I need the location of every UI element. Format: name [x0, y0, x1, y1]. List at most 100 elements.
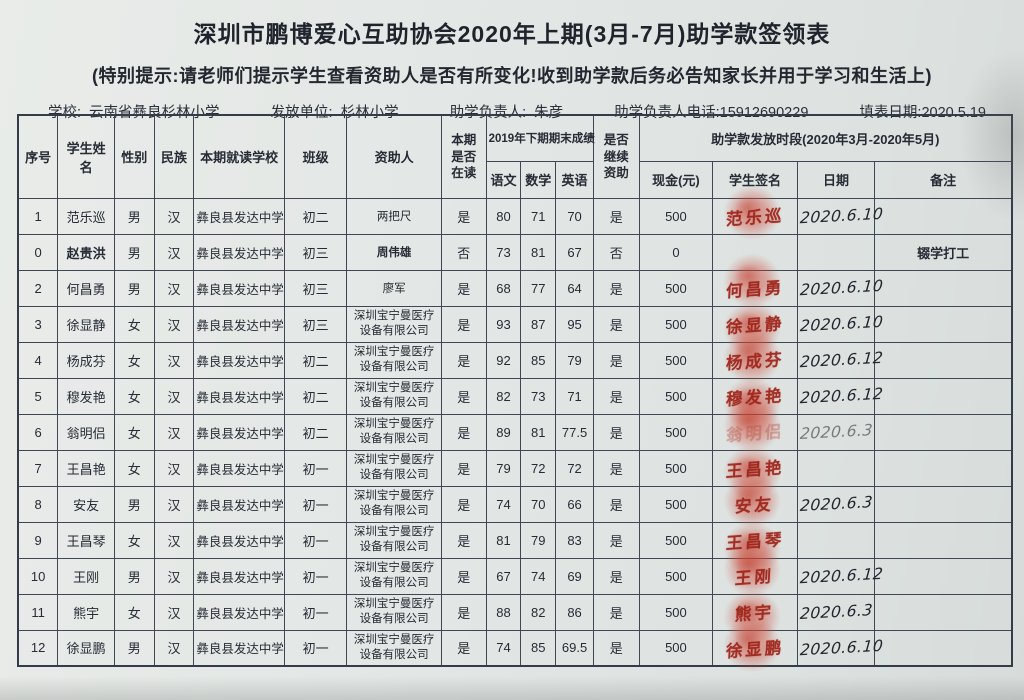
- table-row: 9 王昌琴 女 汉彝良县发达中学 初一 深圳宝宁曼医疗设备有限公司 是 81 79 83 是 500 王…: [17, 518, 1013, 581]
- cell-ethnicity: 汉: [153, 485, 195, 523]
- signature-date: 2020.6.12: [798, 564, 884, 588]
- cell-text: 穆发艳: [66, 389, 106, 405]
- cell-cash: 500: [638, 449, 714, 487]
- cell-chinese: 93: [485, 305, 522, 343]
- cell-english: 64: [555, 269, 594, 307]
- cell-name: 王昌艳: [57, 449, 115, 487]
- cell-text: 500: [665, 388, 687, 404]
- cell-ethnicity: 汉: [153, 449, 195, 487]
- col-header-ethnicity: 民族: [153, 114, 195, 199]
- cell-text: 汉: [167, 605, 181, 621]
- cell-text: 9: [34, 532, 42, 548]
- cell-no: 5: [17, 377, 59, 415]
- cell-math: 81: [520, 413, 557, 451]
- cell-text: 500: [665, 640, 687, 656]
- cell-sign-date: 2020.6.3: [796, 413, 876, 451]
- cell-math: 85: [520, 629, 557, 667]
- cell-signature: 徐显静: [712, 298, 798, 361]
- cell-text: 初三: [302, 245, 329, 261]
- cell-text: 彝良县发达中学: [196, 498, 284, 513]
- col-header-chinese: 语文: [485, 160, 522, 199]
- cell-remark: [874, 449, 1013, 487]
- cell-text: 周伟雄: [376, 246, 412, 259]
- cell-text: 熊宇: [73, 605, 100, 621]
- cell-text: 0: [672, 244, 680, 260]
- cell-gender: 女: [113, 449, 155, 487]
- cell-sign-date: 2020.6.10: [796, 305, 884, 343]
- cell-text: 72: [531, 460, 546, 476]
- cell-text: 汉: [167, 317, 181, 333]
- cell-name: 徐显鹏: [57, 629, 115, 667]
- cell-ethnicity: 汉: [153, 233, 195, 271]
- cell-chinese: 82: [485, 377, 522, 415]
- signature-date: 2020.6.3: [798, 493, 874, 515]
- cell-text: 11: [31, 604, 45, 620]
- cell-text: 92: [496, 352, 511, 368]
- cell-cash: 500: [638, 485, 714, 523]
- cell-remark: [874, 269, 1013, 307]
- cell-text: 彝良县发达中学: [196, 318, 284, 333]
- student-signature: 何昌勇: [725, 278, 785, 302]
- cell-text: 81: [496, 532, 511, 548]
- cell-sign-date: 2020.6.3: [796, 485, 876, 523]
- cell-text: 汉: [167, 245, 181, 261]
- cell-enrolled: 是: [440, 557, 487, 595]
- cell-signature: 何昌勇: [712, 250, 798, 313]
- cell-text: 是: [609, 461, 623, 477]
- cell-cash: 500: [638, 341, 714, 379]
- cell-sign-date: [796, 449, 876, 487]
- cell-continue: 是: [592, 449, 640, 487]
- cell-name: 赵贵洪: [57, 233, 115, 271]
- cell-ethnicity: 汉: [153, 557, 195, 595]
- cell-school: 彝良县发达中学: [193, 521, 285, 559]
- table-row: 6 翁明侣 女 汉彝良县发达中学 初二 深圳宝宁曼医疗设备有限公司 是 89 81 77.5 是 50…: [17, 394, 1013, 457]
- cell-continue: 是: [592, 341, 640, 379]
- cell-text: 两把尺: [376, 210, 412, 223]
- student-signature: 熊宇: [734, 603, 775, 625]
- cell-text: 500: [665, 460, 687, 476]
- cell-text: 彝良县发达中学: [196, 570, 284, 585]
- cell-school: 彝良县发达中学: [193, 413, 285, 451]
- cell-text: 女: [127, 461, 141, 477]
- cell-enrolled: 是: [440, 629, 487, 667]
- cell-text: 初一: [302, 533, 329, 549]
- cell-signature: 王刚: [712, 538, 798, 601]
- col-header-no: 序号: [17, 114, 59, 199]
- cell-signature: 安友: [712, 470, 798, 533]
- cell-no: 12: [17, 629, 59, 667]
- cell-gender: 男: [113, 629, 155, 667]
- cell-name: 熊宇: [57, 593, 115, 631]
- cell-enrolled: 否: [440, 233, 487, 271]
- signature-date: 2020.6.3: [798, 601, 874, 623]
- cell-chinese: 73: [485, 233, 522, 271]
- cell-text: 女: [127, 317, 141, 333]
- cell-sponsor: 深圳宝宁曼医疗设备有限公司: [346, 521, 442, 559]
- cell-english: 86: [555, 593, 594, 631]
- cell-english: 71: [555, 377, 594, 415]
- student-signature: 范乐巡: [725, 206, 785, 230]
- cell-ethnicity: 汉: [153, 629, 195, 667]
- cell-english: 67: [555, 233, 594, 271]
- cell-enrolled: 是: [440, 305, 487, 343]
- notice-line: (特别提示:请老师们提示学生查看资助人是否有所变化!收到助学款后务必告知家长并用…: [92, 66, 932, 86]
- cell-text: 彝良县发达中学: [196, 534, 284, 549]
- cell-text: 74: [496, 640, 511, 656]
- cell-text: 男: [127, 641, 141, 657]
- cell-sign-date: 2020.6.12: [796, 377, 884, 415]
- cell-chinese: 68: [485, 269, 522, 307]
- cell-no: 11: [17, 593, 59, 631]
- cell-text: 是: [609, 389, 623, 405]
- cell-sponsor: 深圳宝宁曼医疗设备有限公司: [346, 305, 442, 343]
- cell-signature: 穆发艳: [712, 374, 798, 437]
- col-header-cash: 现金(元): [638, 160, 714, 199]
- cell-text: 翁明侣: [66, 425, 106, 441]
- signature-date: 2020.6.12: [798, 384, 884, 408]
- cell-continue: 是: [592, 593, 640, 631]
- cell-text: 汉: [167, 389, 181, 405]
- cell-text: 是: [609, 317, 623, 333]
- cell-text: 是: [457, 425, 471, 441]
- cell-gender: 男: [113, 233, 155, 271]
- cell-no: 10: [17, 557, 59, 595]
- cell-name: 徐显静: [57, 305, 115, 343]
- cell-text: 深圳宝宁曼医疗设备有限公司: [353, 526, 435, 553]
